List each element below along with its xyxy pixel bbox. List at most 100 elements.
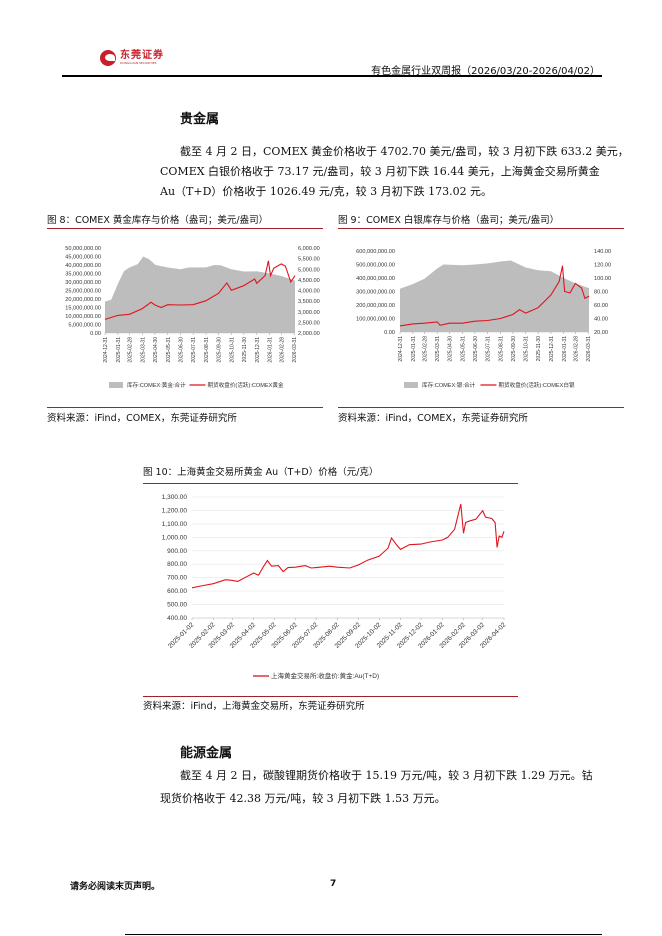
figure-10-chart: 400.00 500.00 600.00 700.00 800.00 900.00 1,00… bbox=[162, 494, 508, 680]
y-left-tick-label: 1,200.00 bbox=[162, 507, 188, 514]
y-left-tick-label: 1,100.00 bbox=[162, 521, 188, 528]
x-tick-label: 2025-03-31 bbox=[435, 336, 441, 362]
y-right-tick-label: 5,000.00 bbox=[298, 267, 320, 273]
y-right-tick-label: 40.00 bbox=[594, 317, 608, 323]
x-tick-label: 2024-12-31 bbox=[103, 337, 109, 363]
y-right-tick-label: 4,500.00 bbox=[298, 278, 320, 284]
figure-8-chart: 0.00 5,000,000.00 10,000,000.00 15,000,000.… bbox=[65, 246, 320, 389]
legend-label: 上海黄金交易所:收盘价:黄金:Au(T+D) bbox=[271, 671, 379, 680]
figure-divider bbox=[47, 407, 323, 408]
y-right-tick-label: 6,000.00 bbox=[298, 246, 320, 252]
x-tick-label: 2026-03-31 bbox=[586, 336, 592, 362]
legend-label: 库存:COMEX:银:合计 bbox=[422, 381, 476, 389]
page-number: 7 bbox=[330, 879, 337, 889]
x-tick-label: 2025-06-30 bbox=[473, 336, 479, 362]
y-left-tick-label: 600.00 bbox=[167, 588, 187, 595]
y-right-tick-label: 60.00 bbox=[594, 303, 608, 309]
legend-label: 库存:COMEX:黄金:合计 bbox=[127, 381, 186, 389]
figure-divider bbox=[338, 228, 624, 229]
y-right-tick-label: 2,500.00 bbox=[298, 320, 320, 326]
x-tick-label: 2025-03-31 bbox=[140, 337, 146, 363]
x-tick-label: 2025-02-28 bbox=[422, 336, 428, 362]
y-right-tick-label: 5,500.00 bbox=[298, 257, 320, 263]
logo-text: 东莞证券 bbox=[120, 50, 164, 61]
figure-9-source: 资料来源：iFind，COMEX，东莞证券研究所 bbox=[338, 413, 528, 424]
y-left-tick-label: 600,000,000.00 bbox=[356, 249, 395, 255]
y-left-tick-label: 300,000,000.00 bbox=[356, 290, 395, 296]
y-left-tick-label: 700.00 bbox=[167, 575, 187, 582]
y-right-tick-label: 80.00 bbox=[594, 290, 608, 296]
x-tick-label: 2025-04-30 bbox=[448, 336, 454, 362]
figure-divider bbox=[338, 407, 624, 408]
y-right-tick-label: 3,500.00 bbox=[298, 299, 320, 305]
legend-swatch-area bbox=[404, 382, 418, 388]
y-left-tick-label: 0.00 bbox=[384, 330, 395, 336]
inventory-area-series bbox=[400, 260, 589, 332]
legend-label: 期货收盘价(活跃):COMEX黄金 bbox=[207, 381, 284, 389]
y-right-tick-label: 20.00 bbox=[594, 330, 608, 336]
footer-disclaimer: 请务必阅读末页声明。 bbox=[70, 882, 161, 892]
x-tick-label: 2026-02-28 bbox=[279, 337, 285, 363]
x-tick-label: 2025-07-31 bbox=[486, 336, 492, 362]
y-right-tick-label: 2,000.00 bbox=[298, 331, 320, 337]
y-left-tick-label: 900.00 bbox=[167, 548, 187, 555]
y-left-tick-label: 30,000,000.00 bbox=[65, 280, 101, 286]
x-tick-label: 2026-01-31 bbox=[562, 336, 568, 362]
figure-10-title: 图 10：上海黄金交易所黄金 Au（T+D）价格（元/克） bbox=[143, 467, 379, 478]
price-line-series bbox=[104, 260, 296, 320]
section-heading-precious-metals: 贵金属 bbox=[180, 112, 220, 127]
x-tick-label: 2025-12-31 bbox=[549, 336, 555, 362]
report-title: 有色金属行业双周报（2026/03/20-2026/04/02） bbox=[371, 66, 600, 77]
logo-subtext: DONGGUAN SECURITIES bbox=[120, 61, 157, 65]
y-right-tick-label: 120.00 bbox=[594, 263, 611, 269]
figure-divider bbox=[47, 228, 323, 229]
y-left-tick-label: 40,000,000.00 bbox=[65, 263, 101, 269]
y-left-tick-label: 1,000.00 bbox=[162, 534, 188, 541]
x-tick-label: 2025-10-31 bbox=[229, 337, 235, 363]
y-left-tick-label: 500,000,000.00 bbox=[356, 263, 395, 269]
header-divider bbox=[62, 75, 602, 77]
paragraph-line: 现货价格收于 42.38 万元/吨，较 3 月初下跌 1.53 万元。 bbox=[160, 792, 446, 805]
x-tick-label: 2025-09-30 bbox=[217, 337, 223, 363]
x-tick-label: 2025-04-30 bbox=[153, 337, 159, 363]
x-tick-label: 2025-09-30 bbox=[511, 336, 517, 362]
legend-swatch-area bbox=[109, 382, 123, 388]
y-left-tick-label: 500.00 bbox=[167, 602, 187, 609]
x-tick-label: 2025-11-30 bbox=[536, 336, 542, 361]
y-right-tick-label: 3,000.00 bbox=[298, 310, 320, 316]
paragraph-line: 截至 4 月 2 日，碳酸锂期货价格收于 15.19 万元/吨，较 3 月初下跌… bbox=[180, 769, 593, 782]
company-logo: 东莞证券 DONGGUAN SECURITIES bbox=[100, 50, 164, 66]
price-line-series bbox=[399, 265, 590, 327]
y-left-tick-label: 10,000,000.00 bbox=[65, 314, 101, 320]
figure-divider bbox=[143, 483, 518, 484]
y-left-tick-label: 100,000,000.00 bbox=[356, 317, 395, 323]
legend-label: 期货收盘价(活跃):COMEX白银 bbox=[498, 381, 575, 389]
y-left-tick-label: 5,000,000.00 bbox=[68, 323, 101, 329]
inventory-area-series bbox=[105, 256, 295, 333]
figure-divider bbox=[143, 696, 518, 697]
figure-8-title: 图 8：COMEX 黄金库存与价格（盎司；美元/盎司） bbox=[47, 215, 269, 226]
y-right-tick-label: 4,000.00 bbox=[298, 289, 320, 295]
x-tick-label: 2026-03-31 bbox=[292, 337, 298, 363]
x-tick-label: 2025-10-31 bbox=[524, 336, 530, 362]
x-tick-label: 2025-05-31 bbox=[460, 336, 466, 362]
y-left-tick-label: 25,000,000.00 bbox=[65, 289, 101, 295]
figure-10-source: 资料来源：iFind，上海黄金交易所，东莞证券研究所 bbox=[143, 701, 365, 712]
y-left-tick-label: 200,000,000.00 bbox=[356, 303, 395, 309]
section-heading-energy-metals: 能源金属 bbox=[180, 746, 233, 761]
paragraph-line: Au（T+D）价格收于 1026.49 元/克，较 3 月初下跌 173.02 … bbox=[160, 185, 493, 198]
y-left-tick-label: 35,000,000.00 bbox=[65, 272, 101, 278]
x-tick-label: 2025-11-30 bbox=[242, 337, 248, 362]
y-left-tick-label: 50,000,000.00 bbox=[65, 246, 101, 252]
y-left-tick-label: 45,000,000.00 bbox=[65, 255, 101, 261]
x-tick-label: 2025-08-31 bbox=[204, 337, 210, 363]
x-tick-label: 2026-02-28 bbox=[573, 336, 579, 362]
figure-9-title: 图 9：COMEX 白银库存与价格（盎司；美元/盎司） bbox=[338, 215, 560, 226]
x-tick-label: 2025-06-30 bbox=[178, 337, 184, 363]
x-tick-label: 2025-05-31 bbox=[166, 337, 172, 363]
y-left-tick-label: 20,000,000.00 bbox=[65, 297, 101, 303]
x-tick-label: 2024-12-31 bbox=[398, 336, 404, 362]
x-tick-label: 2025-01-31 bbox=[116, 337, 122, 363]
x-tick-label: 2025-07-31 bbox=[191, 337, 197, 363]
